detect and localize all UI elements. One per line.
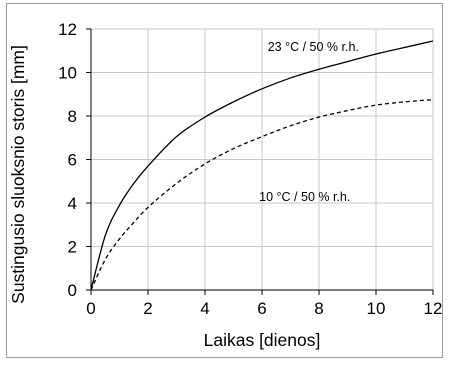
labels-group: 23 °C / 50 % r.h. 10 °C / 50 % r.h. Laikas… (8, 40, 359, 350)
y-tick-label-0: 0 (68, 281, 77, 300)
x-axis-title: Laikas [dienos] (204, 330, 321, 350)
x-tick-label-1: 2 (143, 299, 152, 318)
annotation-1: 10 °C / 50 % r.h. (259, 190, 350, 204)
chart-frame (6, 3, 443, 358)
y-tick-label-2: 4 (68, 194, 77, 213)
series-line-1 (90, 99, 434, 291)
annotation-0: 23 °C / 50 % r.h. (268, 40, 359, 54)
x-tick-label-2: 4 (200, 299, 209, 318)
y-axis-title: Sustingusio sluoksnio storis [mm] (8, 45, 28, 304)
x-tick-label-3: 6 (257, 299, 266, 318)
series-line-0 (90, 40, 434, 291)
x-tick-label-4: 8 (314, 299, 323, 318)
y-tick-label-1: 2 (68, 238, 77, 257)
x-tick-label-0: 0 (86, 299, 95, 318)
x-tick-label-5: 10 (367, 299, 386, 318)
y-tick-label-4: 8 (68, 107, 77, 126)
axes: 0 2 4 6 8 10 12 0 2 4 6 8 10 12 (58, 20, 442, 318)
y-tick-label-5: 10 (58, 64, 77, 83)
x-tick-label-6: 12 (424, 299, 443, 318)
series-group (90, 40, 434, 291)
y-tick-label-3: 6 (68, 151, 77, 170)
grid (90, 28, 434, 291)
y-tick-label-6: 12 (58, 20, 77, 39)
